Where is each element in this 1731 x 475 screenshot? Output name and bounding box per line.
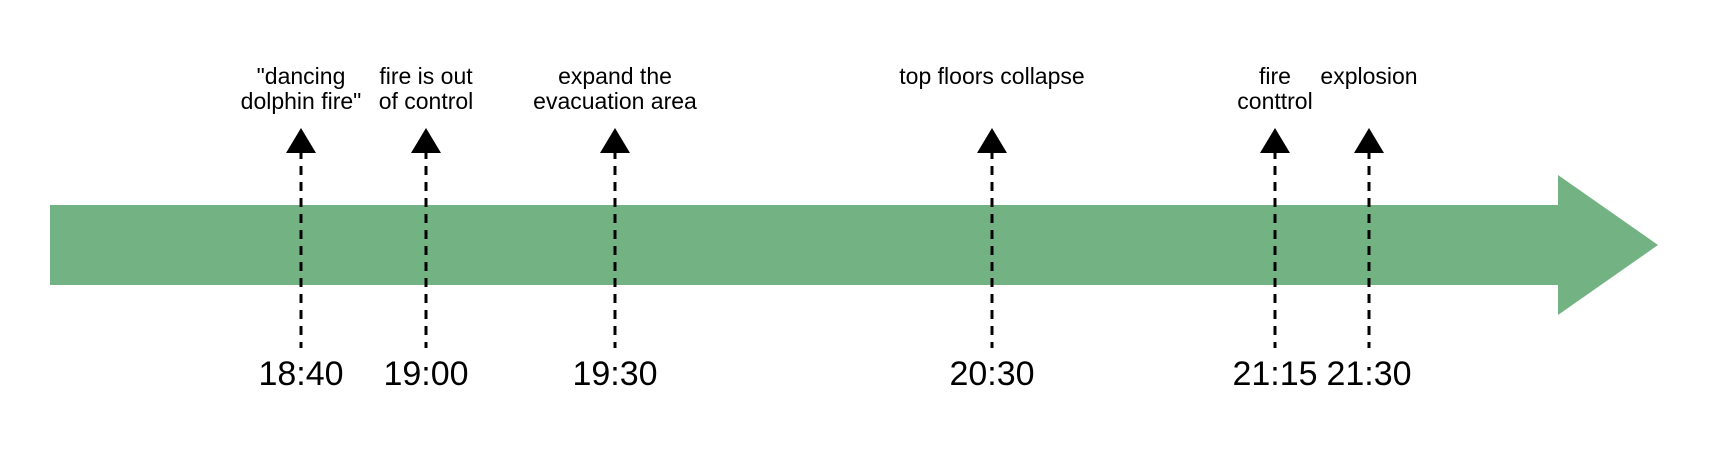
event-time-label: 19:30 xyxy=(572,355,657,393)
event-label-line: fire is out xyxy=(379,63,473,89)
event-label: fire conttrol xyxy=(1237,63,1312,114)
event-marker-arrowhead xyxy=(1260,128,1290,153)
event-label: fire is out of control xyxy=(379,63,474,114)
timeline-event: fire conttrol 21:15 xyxy=(1232,63,1317,393)
event-label: top floors collapse xyxy=(899,63,1084,89)
event-label-line: explosion xyxy=(1320,63,1417,89)
event-label: "dancing dolphin fire" xyxy=(241,63,362,114)
event-marker-arrowhead xyxy=(286,128,316,153)
event-label-line: dolphin fire" xyxy=(241,88,362,114)
event-label-line: "dancing xyxy=(257,63,346,89)
event-label-line: of control xyxy=(379,88,474,114)
event-label-line: evacuation area xyxy=(533,88,697,114)
event-time-label: 19:00 xyxy=(383,355,468,393)
event-time-label: 21:30 xyxy=(1326,355,1411,393)
event-marker-arrowhead xyxy=(600,128,630,153)
event-marker-arrowhead xyxy=(977,128,1007,153)
event-label-line: conttrol xyxy=(1237,88,1312,114)
event-marker-arrowhead xyxy=(1354,128,1384,153)
timeline-event: explosion 21:30 xyxy=(1320,63,1417,393)
event-label-line: fire xyxy=(1259,63,1291,89)
timeline-event: "dancing dolphin fire" 18:40 xyxy=(241,63,362,393)
event-time-label: 18:40 xyxy=(258,355,343,393)
event-marker-arrowhead xyxy=(411,128,441,153)
timeline-event: expand the evacuation area 19:30 xyxy=(533,63,697,393)
timeline-event: top floors collapse 20:30 xyxy=(899,63,1084,393)
event-label: expand the evacuation area xyxy=(533,63,697,114)
event-label-line: top floors collapse xyxy=(899,63,1084,89)
event-label: explosion xyxy=(1320,63,1417,89)
event-time-label: 21:15 xyxy=(1232,355,1317,393)
event-time-label: 20:30 xyxy=(949,355,1034,393)
timeline-arrow xyxy=(50,175,1658,315)
timeline-events: "dancing dolphin fire" 18:40 fire is out of … xyxy=(241,63,1418,393)
timeline-event: fire is out of control 19:00 xyxy=(379,63,474,393)
event-label-line: expand the xyxy=(558,63,672,89)
